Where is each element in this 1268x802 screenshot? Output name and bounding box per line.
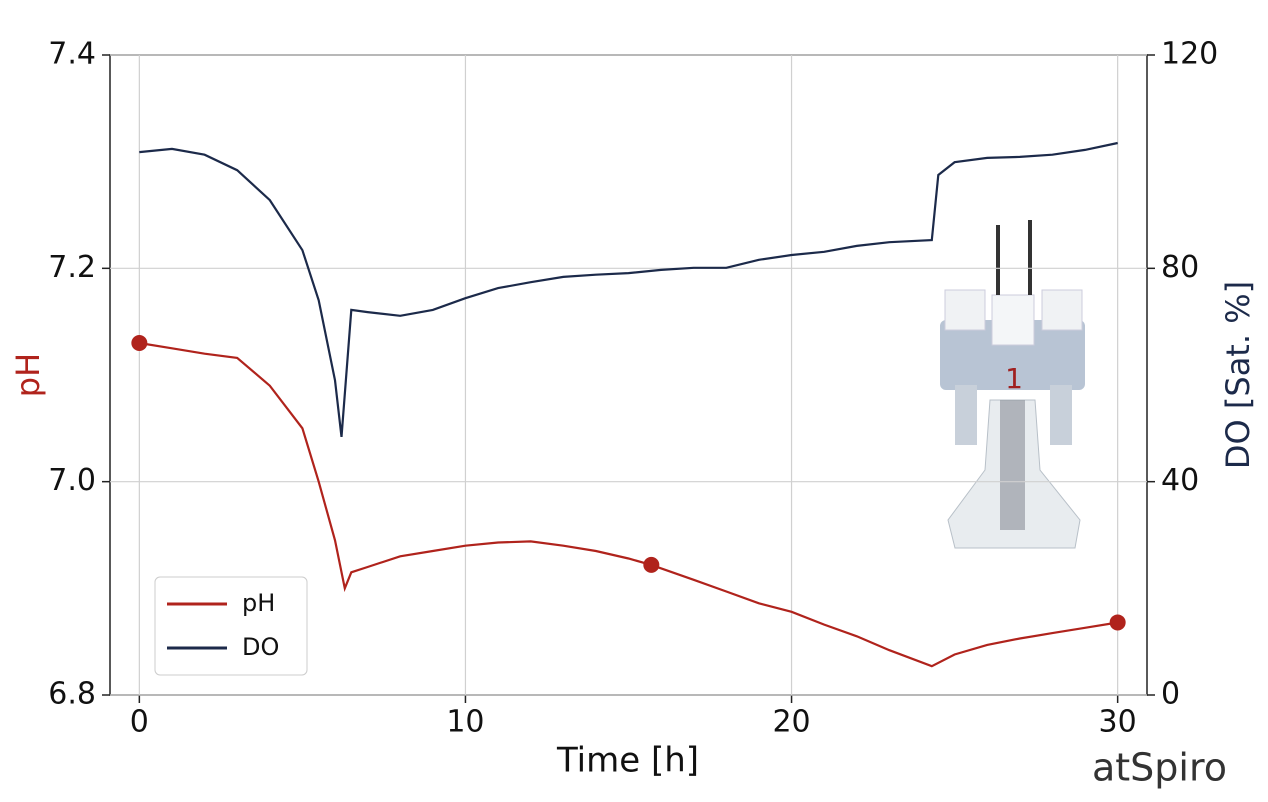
data-marker xyxy=(1109,614,1126,631)
data-marker xyxy=(643,556,660,573)
logo: atSpiro xyxy=(1092,746,1227,790)
data-line xyxy=(139,141,1118,438)
y2-tick-label: 80 xyxy=(1161,250,1199,285)
y2-tick-label: 0 xyxy=(1161,677,1180,712)
legend-label: DO xyxy=(242,633,279,661)
x-axis-label: Time [h] xyxy=(556,741,699,781)
y-axis-label: pH xyxy=(9,353,47,397)
legend-label: pH xyxy=(242,589,275,617)
data-line xyxy=(139,341,1118,668)
data-marker xyxy=(131,335,148,351)
x-tick-label: 30 xyxy=(1099,705,1137,740)
x-tick-label: 10 xyxy=(446,705,484,740)
y-tick-label: 7.2 xyxy=(48,250,96,285)
x-tick-label: 0 xyxy=(130,705,149,740)
y-tick-label: 6.8 xyxy=(48,677,96,712)
y2-axis-label: DO [Sat. %] xyxy=(1219,281,1257,469)
flask-illustration: 1 xyxy=(940,220,1085,549)
x-tick-label: 20 xyxy=(772,705,810,740)
svg-text:1: 1 xyxy=(1005,362,1023,395)
y-tick-label: 7.4 xyxy=(48,37,96,72)
y-tick-label: 7.0 xyxy=(48,463,96,498)
y2-tick-label: 120 xyxy=(1161,37,1218,72)
y2-tick-label: 40 xyxy=(1161,463,1199,498)
legend-box xyxy=(154,576,308,676)
